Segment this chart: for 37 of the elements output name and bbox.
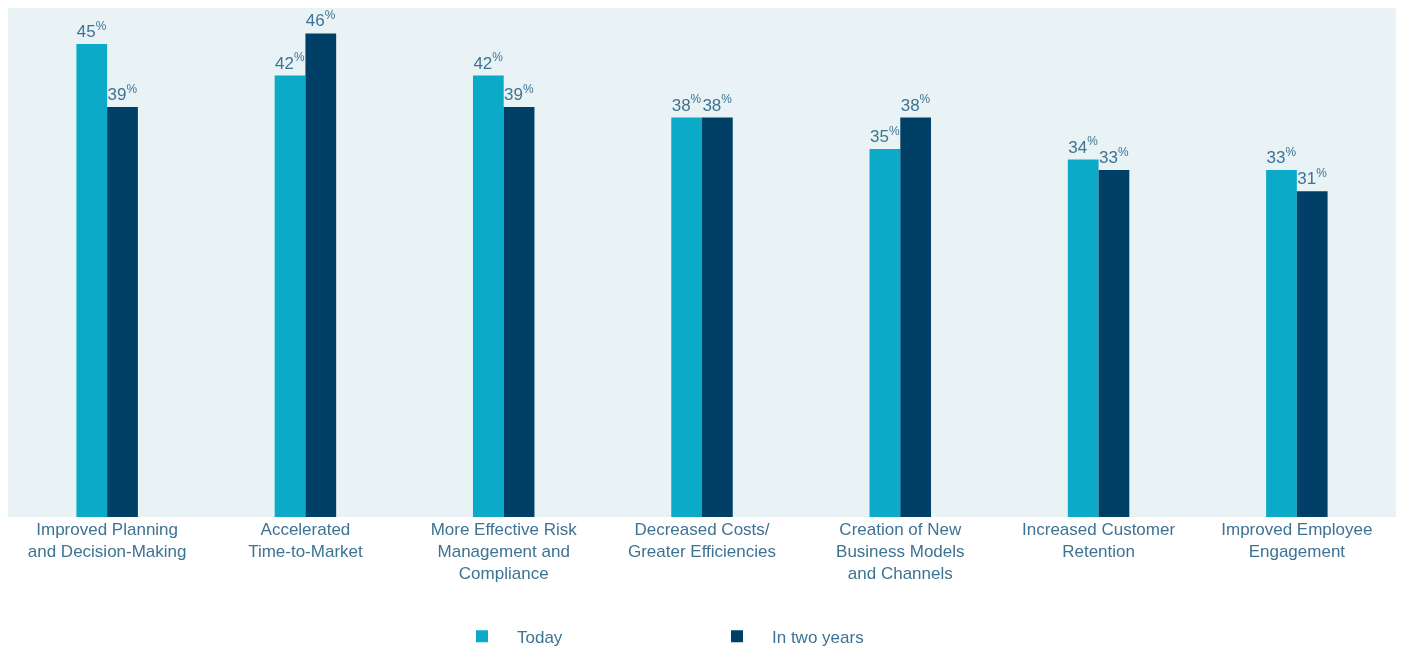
data-label: 42$^{%}$ — [473, 50, 504, 73]
data-label: 46$^{%}$ — [305, 8, 336, 31]
x-tick-label: Accelerated Time-to-Market — [248, 520, 363, 562]
data-label: 35$^{%}$ — [869, 123, 900, 147]
x-tick-label: More Effective Risk Management and Compliance — [430, 520, 578, 584]
data-label: 38$^{%}$ — [702, 92, 733, 115]
data-label: 38$^{%}$ — [900, 92, 931, 115]
bar — [503, 107, 535, 517]
bar — [900, 117, 932, 517]
legend-label: Today — [517, 627, 563, 647]
data-label: 33$^{%}$ — [1098, 144, 1129, 168]
legend-label: In two years — [772, 627, 864, 647]
bar — [1098, 170, 1130, 517]
bar — [76, 43, 108, 517]
data-label: 31$^{%}$ — [1297, 165, 1328, 189]
data-label: 34$^{%}$ — [1068, 134, 1099, 157]
x-tick-label: Improved Planning and Decision-Making — [27, 520, 187, 562]
x-tick-label: Creation of New Business Models and Channels — [836, 520, 965, 584]
data-label: 39$^{%}$ — [504, 81, 535, 105]
data-label: 38$^{%}$ — [671, 92, 702, 115]
bar — [1296, 191, 1328, 517]
x-tick-label: Improved Employee Engagement — [1221, 520, 1373, 562]
data-label: 45$^{%}$ — [76, 18, 107, 41]
data-label: 42$^{%}$ — [275, 50, 306, 73]
bar — [472, 75, 504, 517]
bar — [305, 33, 337, 517]
x-tick-label: Decreased Costs/ Greater Efficiencies — [627, 520, 777, 562]
bar — [869, 149, 901, 517]
data-label: 33$^{%}$ — [1266, 144, 1297, 168]
bar — [1067, 159, 1099, 517]
bar — [274, 75, 306, 517]
bar — [671, 117, 702, 517]
data-label: 39$^{%}$ — [107, 81, 138, 105]
bar — [1266, 170, 1297, 517]
bar — [107, 107, 138, 517]
x-tick-label: Increased Customer Retention — [1022, 520, 1176, 562]
bar — [702, 117, 733, 517]
